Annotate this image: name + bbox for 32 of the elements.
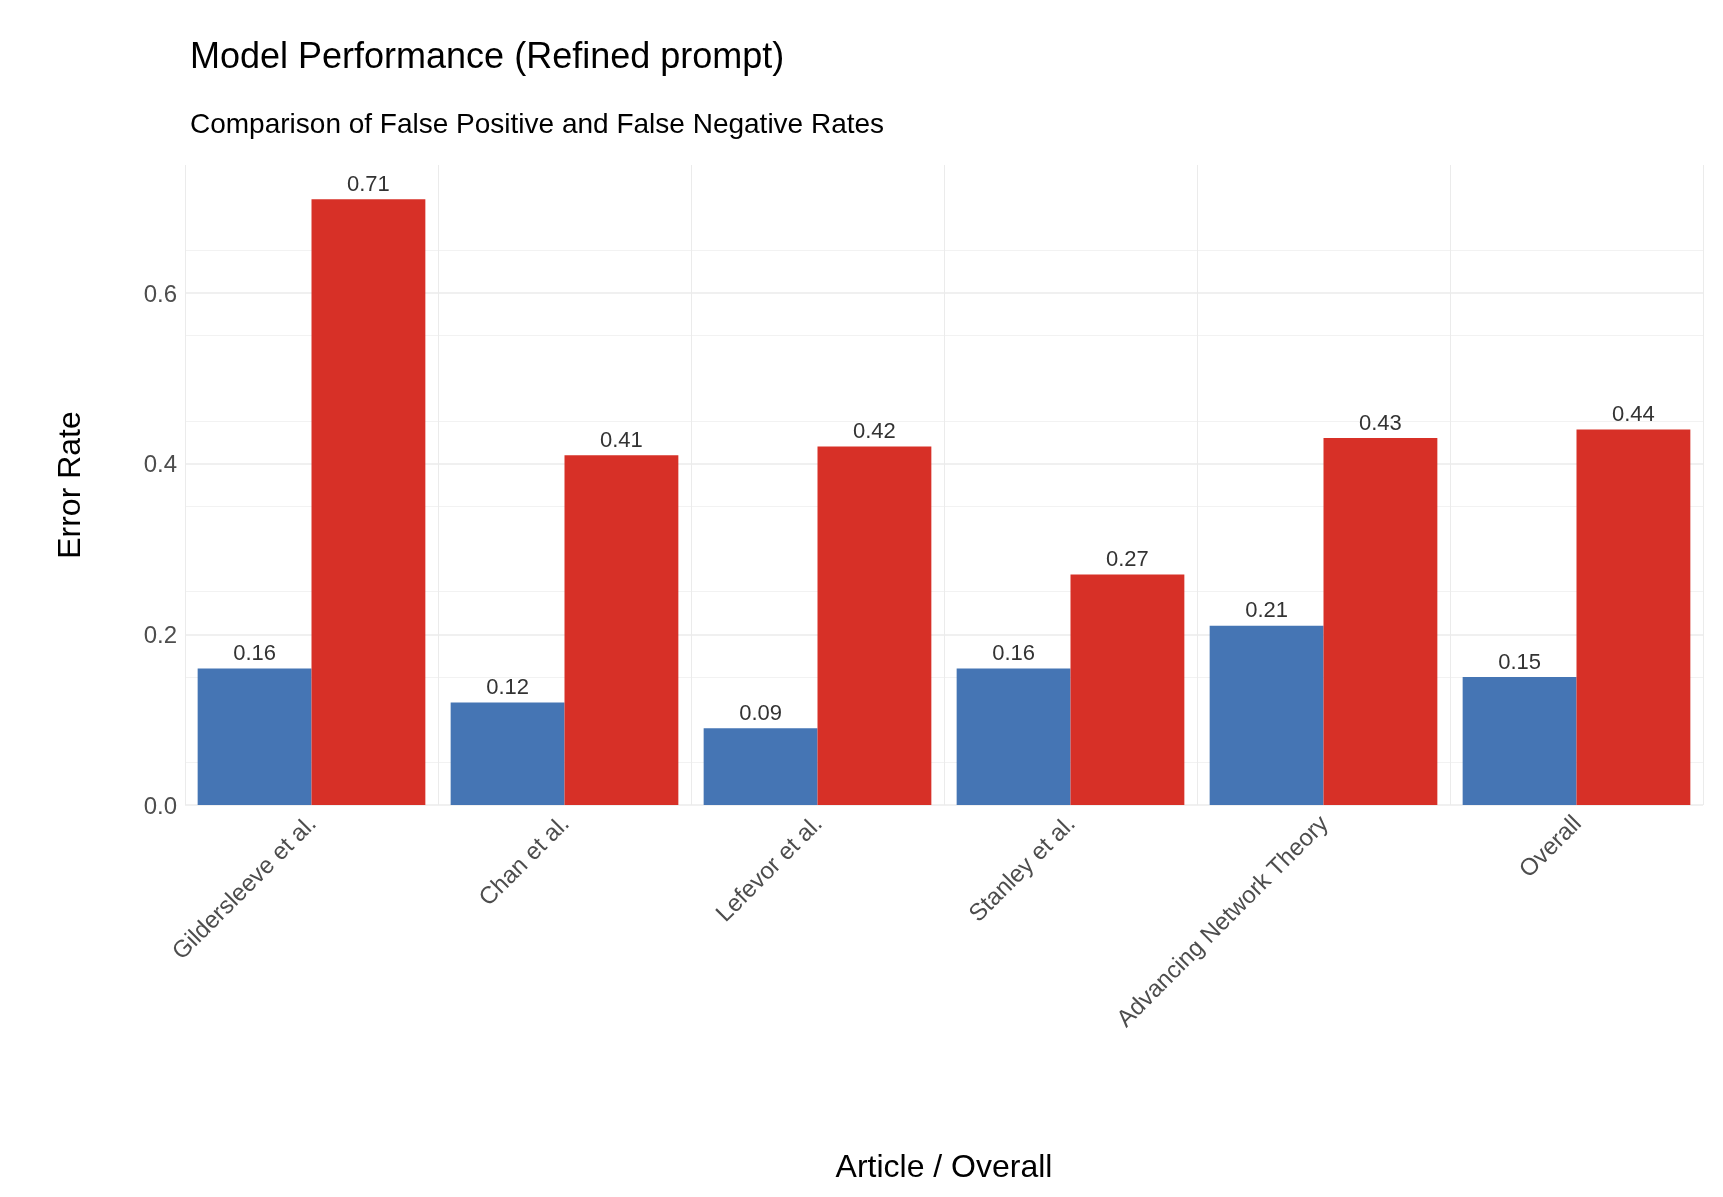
bar <box>450 702 565 805</box>
data-label: 0.15 <box>1498 648 1541 674</box>
bar <box>1576 429 1691 805</box>
data-label: 0.44 <box>1612 401 1655 427</box>
chart-subtitle: Comparison of False Positive and False Negative Rates <box>190 107 885 139</box>
bar <box>817 446 932 805</box>
data-label: 0.43 <box>1359 409 1402 435</box>
y-tick-label: 0.0 <box>143 791 177 819</box>
data-label: 0.42 <box>853 418 896 444</box>
data-label: 0.16 <box>233 639 276 665</box>
y-tick-label: 0.6 <box>143 279 177 307</box>
data-label: 0.27 <box>1106 546 1149 572</box>
bar <box>197 668 312 805</box>
x-axis-title: Article / Overall <box>835 1148 1053 1184</box>
y-tick-label: 0.4 <box>143 450 177 478</box>
data-label: 0.41 <box>600 426 643 452</box>
bar <box>1070 574 1185 805</box>
bar <box>1209 625 1324 805</box>
data-label: 0.12 <box>486 674 529 700</box>
data-label: 0.09 <box>739 699 782 725</box>
y-axis-title: Error Rate <box>51 411 87 559</box>
data-label: 0.21 <box>1245 597 1288 623</box>
data-label: 0.71 <box>347 170 390 196</box>
bar <box>564 455 679 805</box>
chart-title: Model Performance (Refined prompt) <box>190 34 785 76</box>
y-tick-label: 0.2 <box>143 620 177 648</box>
bar <box>311 199 426 805</box>
bar <box>703 728 818 805</box>
bar <box>1462 677 1577 805</box>
data-label: 0.16 <box>992 639 1035 665</box>
bar <box>956 668 1071 805</box>
bar <box>1323 438 1438 805</box>
